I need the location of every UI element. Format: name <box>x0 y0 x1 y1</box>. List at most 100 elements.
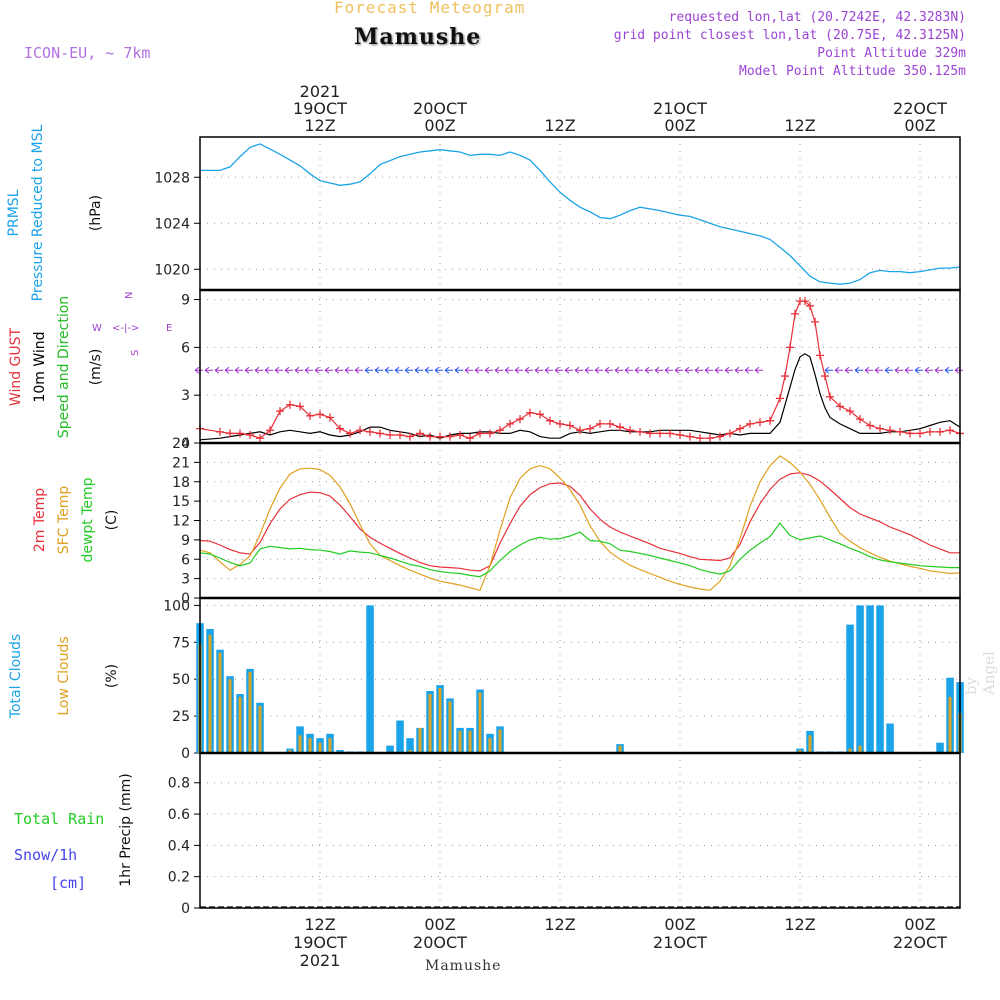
y-tick-label: 12 <box>172 514 190 530</box>
time-label-top: 2021 <box>300 82 341 101</box>
wind-gust-marker <box>616 423 624 432</box>
panel-frame <box>199 752 961 909</box>
wind-gust-marker <box>776 394 784 403</box>
wind-gust-marker <box>856 415 864 424</box>
compass-e: E <box>166 323 172 334</box>
wind-direction-arrow <box>694 366 703 374</box>
wind-direction-arrow <box>734 366 743 374</box>
wind-gust-marker <box>356 426 364 435</box>
wind-gust-marker <box>716 432 724 441</box>
panel-label: dewpt Temp <box>80 477 96 562</box>
wind-direction-arrow <box>614 366 623 374</box>
time-label-bottom: 00Z <box>904 915 935 934</box>
y-axis-label: 1hr Precip (mm) <box>118 773 134 886</box>
panel-frame <box>199 289 961 444</box>
low-cloud-bar <box>808 735 812 753</box>
wind-direction-arrow <box>214 366 223 374</box>
y-tick-label: 25 <box>172 709 190 725</box>
wind-gust-marker <box>886 426 894 435</box>
panel-label: Wind GUST <box>8 327 24 406</box>
requested-coords: requested lon,lat (20.7242E, 42.3283N) <box>668 10 966 25</box>
y-tick-label: 0 <box>181 591 190 607</box>
wind-gust-marker <box>266 426 274 435</box>
y-tick-label: 0.6 <box>168 807 190 823</box>
wind-direction-arrow <box>444 366 453 374</box>
time-label-top: 20OCT <box>413 99 467 118</box>
panel-label: Pressure Reduced to MSL <box>30 124 46 301</box>
low-cloud-bar <box>318 742 322 753</box>
wind-gust-marker <box>376 429 384 438</box>
y-tick-label: 3 <box>181 388 190 404</box>
time-label-bottom: 19OCT <box>293 933 347 952</box>
low-cloud-bar <box>848 748 852 753</box>
low-cloud-bar <box>238 696 242 753</box>
wind-gust-marker <box>296 402 304 411</box>
wind-gust-marker <box>566 421 574 430</box>
wind-gust-marker <box>801 297 809 306</box>
wind-gust-marker <box>516 415 524 424</box>
wind-gust-marker <box>936 427 944 436</box>
wind-gust-marker <box>316 410 324 419</box>
rain-label: Total Rain <box>14 810 104 828</box>
y-tick-label: 24 <box>172 436 190 452</box>
panel-precip: 0 0.2 0.4 0.6 0.8 1hr Precip (mm) <box>118 753 960 917</box>
wind-gust-marker <box>696 434 704 443</box>
total-cloud-bar <box>886 723 894 753</box>
low-cloud-bar <box>248 671 252 753</box>
wind-gust-marker <box>306 411 314 420</box>
time-label-bottom: 21OCT <box>653 933 707 952</box>
wind-direction-arrow <box>534 366 543 374</box>
wind-direction-arrow <box>924 366 933 374</box>
wind-direction-arrow <box>914 366 923 374</box>
wind-gust-marker <box>236 429 244 438</box>
time-label-top: 22OCT <box>893 99 947 118</box>
wind-direction-arrow <box>204 366 213 374</box>
wind-direction-arrow <box>854 366 863 374</box>
wind-direction-arrow <box>394 366 403 374</box>
wind-direction-arrow <box>704 366 713 374</box>
time-label-top: 12Z <box>304 116 335 135</box>
panel-label: 10m Wind <box>32 331 48 402</box>
time-label-bottom: 00Z <box>664 915 695 934</box>
wind-gust-marker <box>546 416 554 425</box>
panel-label: Low Clouds <box>56 636 72 715</box>
y-tick-label: 1028 <box>154 170 190 186</box>
wind-direction-arrow <box>564 366 573 374</box>
wind-direction-arrow <box>484 366 493 374</box>
time-label-bottom: 22OCT <box>893 933 947 952</box>
low-cloud-bar <box>408 750 412 753</box>
wind-gust-marker <box>846 407 854 416</box>
wind-direction-arrow <box>254 366 263 374</box>
wind-gust-marker <box>326 413 334 422</box>
wind-direction-arrow <box>234 366 243 374</box>
model-label: ICON-EU, ~ 7km <box>24 44 151 62</box>
wind-direction-arrow <box>194 366 203 374</box>
wind-direction-arrow <box>584 366 593 374</box>
y-tick-label: 15 <box>172 494 190 510</box>
low-cloud-bar <box>258 705 262 753</box>
low-cloud-bar <box>208 634 212 753</box>
wind-direction-arrow <box>304 366 313 374</box>
y-axis-label: (%) <box>104 664 120 688</box>
wind-direction-arrow <box>224 366 233 374</box>
dewpoint-line <box>199 522 960 578</box>
y-tick-label: 0.4 <box>168 838 190 854</box>
wind-direction-arrow <box>404 366 413 374</box>
wind-direction-arrow <box>364 366 373 374</box>
wind-direction-arrow <box>514 366 523 374</box>
total-cloud-bar <box>846 624 854 753</box>
wind-gust-marker <box>606 419 614 428</box>
wind-gust-marker <box>216 427 224 436</box>
low-cloud-bar <box>218 652 222 753</box>
low-cloud-bar <box>858 745 862 753</box>
low-cloud-bar <box>468 730 472 753</box>
wind-direction-arrow <box>604 366 613 374</box>
wind-gust-marker <box>746 419 754 428</box>
wind-gust-marker <box>476 429 484 438</box>
wind-gust-marker <box>786 343 794 352</box>
wind-direction-arrow <box>904 366 913 374</box>
time-label-top: 00Z <box>664 116 695 135</box>
panel-temperature: 0 3 6 9 12 15 18 21 24 2m Temp SFC Temp dewpt Temp (… <box>32 436 960 607</box>
low-cloud-bar <box>798 750 802 753</box>
wind-direction-arrow <box>644 366 653 374</box>
